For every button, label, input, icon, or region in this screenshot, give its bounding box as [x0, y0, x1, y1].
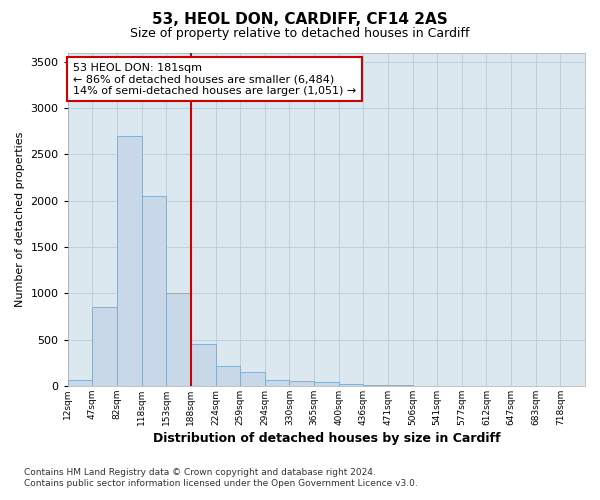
Bar [314, 382, 338, 386]
Bar [240, 372, 265, 386]
Bar [92, 307, 117, 386]
Text: 53 HEOL DON: 181sqm
← 86% of detached houses are smaller (6,484)
14% of semi-det: 53 HEOL DON: 181sqm ← 86% of detached ho… [73, 62, 356, 96]
Bar [215, 366, 240, 386]
Bar [191, 344, 215, 386]
Bar [338, 384, 364, 386]
X-axis label: Distribution of detached houses by size in Cardiff: Distribution of detached houses by size … [152, 432, 500, 445]
Bar [166, 294, 191, 386]
Bar [117, 136, 142, 386]
Text: Contains HM Land Registry data © Crown copyright and database right 2024.
Contai: Contains HM Land Registry data © Crown c… [24, 468, 418, 487]
Bar [289, 381, 314, 386]
Text: Size of property relative to detached houses in Cardiff: Size of property relative to detached ho… [130, 28, 470, 40]
Bar [68, 380, 92, 386]
Y-axis label: Number of detached properties: Number of detached properties [15, 132, 25, 307]
Bar [364, 385, 388, 386]
Text: 53, HEOL DON, CARDIFF, CF14 2AS: 53, HEOL DON, CARDIFF, CF14 2AS [152, 12, 448, 28]
Bar [265, 380, 289, 386]
Bar [142, 196, 166, 386]
